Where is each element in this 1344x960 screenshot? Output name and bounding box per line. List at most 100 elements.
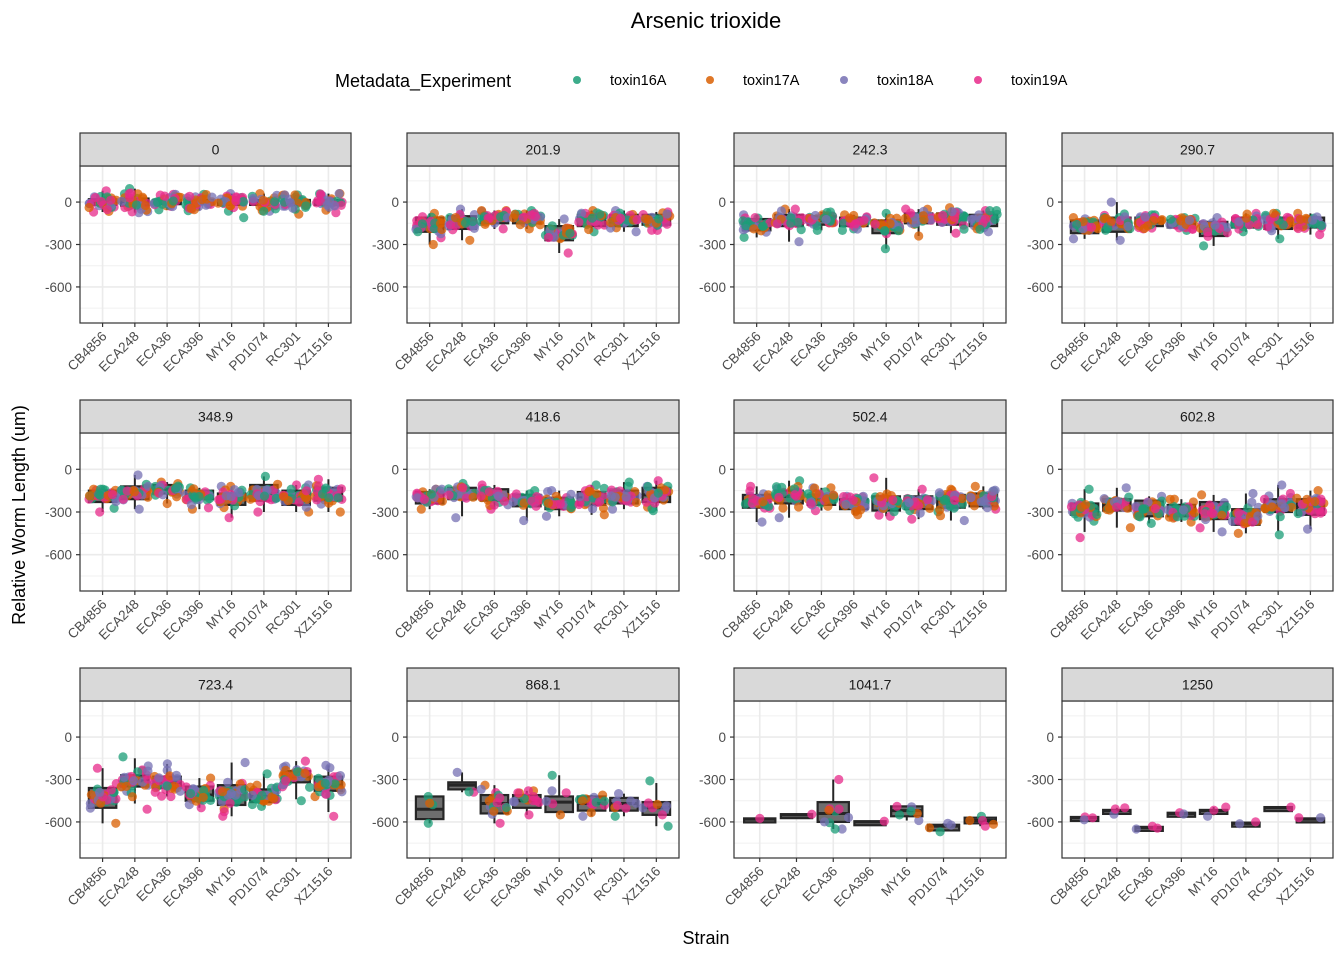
data-point: [880, 244, 891, 254]
data-point: [774, 492, 784, 502]
y-tick-label: 0: [64, 462, 72, 477]
data-point: [917, 484, 927, 494]
data-point: [142, 804, 152, 814]
data-point: [612, 800, 623, 811]
data-point: [286, 484, 296, 494]
data-point: [1140, 212, 1150, 222]
y-tick-label: -300: [45, 773, 72, 788]
data-point: [1197, 490, 1207, 500]
data-point: [849, 210, 859, 221]
data-point: [1138, 504, 1148, 514]
data-point: [1293, 508, 1303, 519]
data-point: [125, 193, 135, 203]
data-point: [511, 489, 521, 499]
facet-panel-1250: 12500-300-600CB4856ECA248ECA36ECA396MY16…: [1027, 667, 1334, 910]
data-point: [1310, 509, 1320, 519]
data-point: [325, 763, 335, 773]
data-point: [305, 782, 315, 792]
data-point: [547, 786, 557, 796]
facet-strip: [406, 667, 680, 702]
data-point: [1307, 215, 1318, 225]
y-tick-label: -600: [372, 548, 399, 563]
y-tick-label: -300: [372, 505, 399, 520]
facet-strip: [79, 399, 352, 434]
data-point: [588, 504, 598, 514]
facet-strip: [733, 667, 1007, 702]
data-point: [257, 790, 267, 801]
data-point: [543, 498, 554, 508]
data-point: [758, 221, 768, 231]
data-point: [1165, 494, 1175, 504]
data-point: [576, 208, 587, 218]
data-point: [129, 487, 139, 497]
data-point: [419, 494, 429, 504]
data-point: [86, 790, 96, 800]
data-point: [894, 810, 905, 820]
data-point: [662, 209, 672, 219]
y-tick-label: -600: [699, 548, 726, 563]
data-point: [547, 221, 557, 231]
facet-strip: [733, 132, 1007, 167]
x-tick-label: ECA248: [757, 864, 803, 910]
y-tick-label: 0: [64, 730, 72, 745]
data-point: [935, 505, 945, 515]
data-point: [803, 489, 813, 499]
data-point: [426, 489, 436, 499]
data-point: [965, 815, 975, 826]
data-point: [919, 215, 929, 225]
data-point: [1150, 504, 1160, 514]
data-point: [423, 818, 433, 828]
data-point: [806, 499, 816, 509]
data-point: [315, 189, 326, 199]
data-point: [632, 215, 642, 225]
data-point: [970, 481, 980, 491]
y-tick-label: -600: [45, 815, 72, 830]
data-point: [652, 799, 662, 810]
data-point: [1210, 220, 1220, 230]
data-point: [1088, 813, 1098, 823]
data-point: [1148, 216, 1158, 226]
data-point: [336, 200, 346, 210]
data-point: [468, 216, 478, 227]
data-point: [1286, 802, 1296, 812]
data-point: [84, 202, 94, 213]
facet-panel-348.9: 348.90-300-600CB4856ECA248ECA36ECA396MY1…: [45, 399, 352, 643]
data-point: [657, 810, 668, 820]
data-point: [654, 214, 664, 224]
data-point: [837, 824, 847, 834]
data-point: [445, 220, 455, 230]
data-point: [153, 197, 163, 207]
data-point: [468, 492, 478, 502]
data-point: [830, 824, 840, 834]
data-point: [489, 500, 499, 510]
data-point: [335, 507, 345, 517]
data-point: [1124, 492, 1134, 502]
data-point: [980, 214, 991, 224]
facet-panel-0: 00-300-600CB4856ECA248ECA36ECA396MY16PD1…: [45, 132, 352, 375]
x-tick-label: ECA396: [831, 864, 877, 910]
data-point: [245, 494, 256, 504]
data-point: [1099, 494, 1109, 504]
data-point: [270, 197, 280, 207]
data-point: [198, 792, 208, 803]
data-point: [885, 219, 895, 229]
data-point: [484, 487, 494, 497]
data-point: [248, 193, 258, 204]
data-point: [203, 503, 214, 513]
data-point: [221, 491, 231, 501]
data-point: [1310, 496, 1320, 507]
data-point: [94, 489, 104, 499]
data-point: [189, 484, 199, 494]
data-point: [1248, 488, 1258, 499]
data-point: [1172, 512, 1182, 522]
y-tick-label: -300: [1027, 505, 1054, 520]
facet-strip-label: 0: [212, 142, 220, 158]
data-point: [977, 815, 988, 826]
data-point: [1075, 533, 1085, 543]
data-point: [515, 220, 525, 230]
y-tick-label: -300: [1027, 773, 1054, 788]
data-point: [1105, 505, 1115, 515]
legend-label-toxin18A: toxin18A: [877, 73, 934, 89]
facet-panel-868.1: 868.10-300-600CB4856ECA248ECA36ECA396MY1…: [372, 667, 680, 910]
data-point: [586, 808, 596, 818]
